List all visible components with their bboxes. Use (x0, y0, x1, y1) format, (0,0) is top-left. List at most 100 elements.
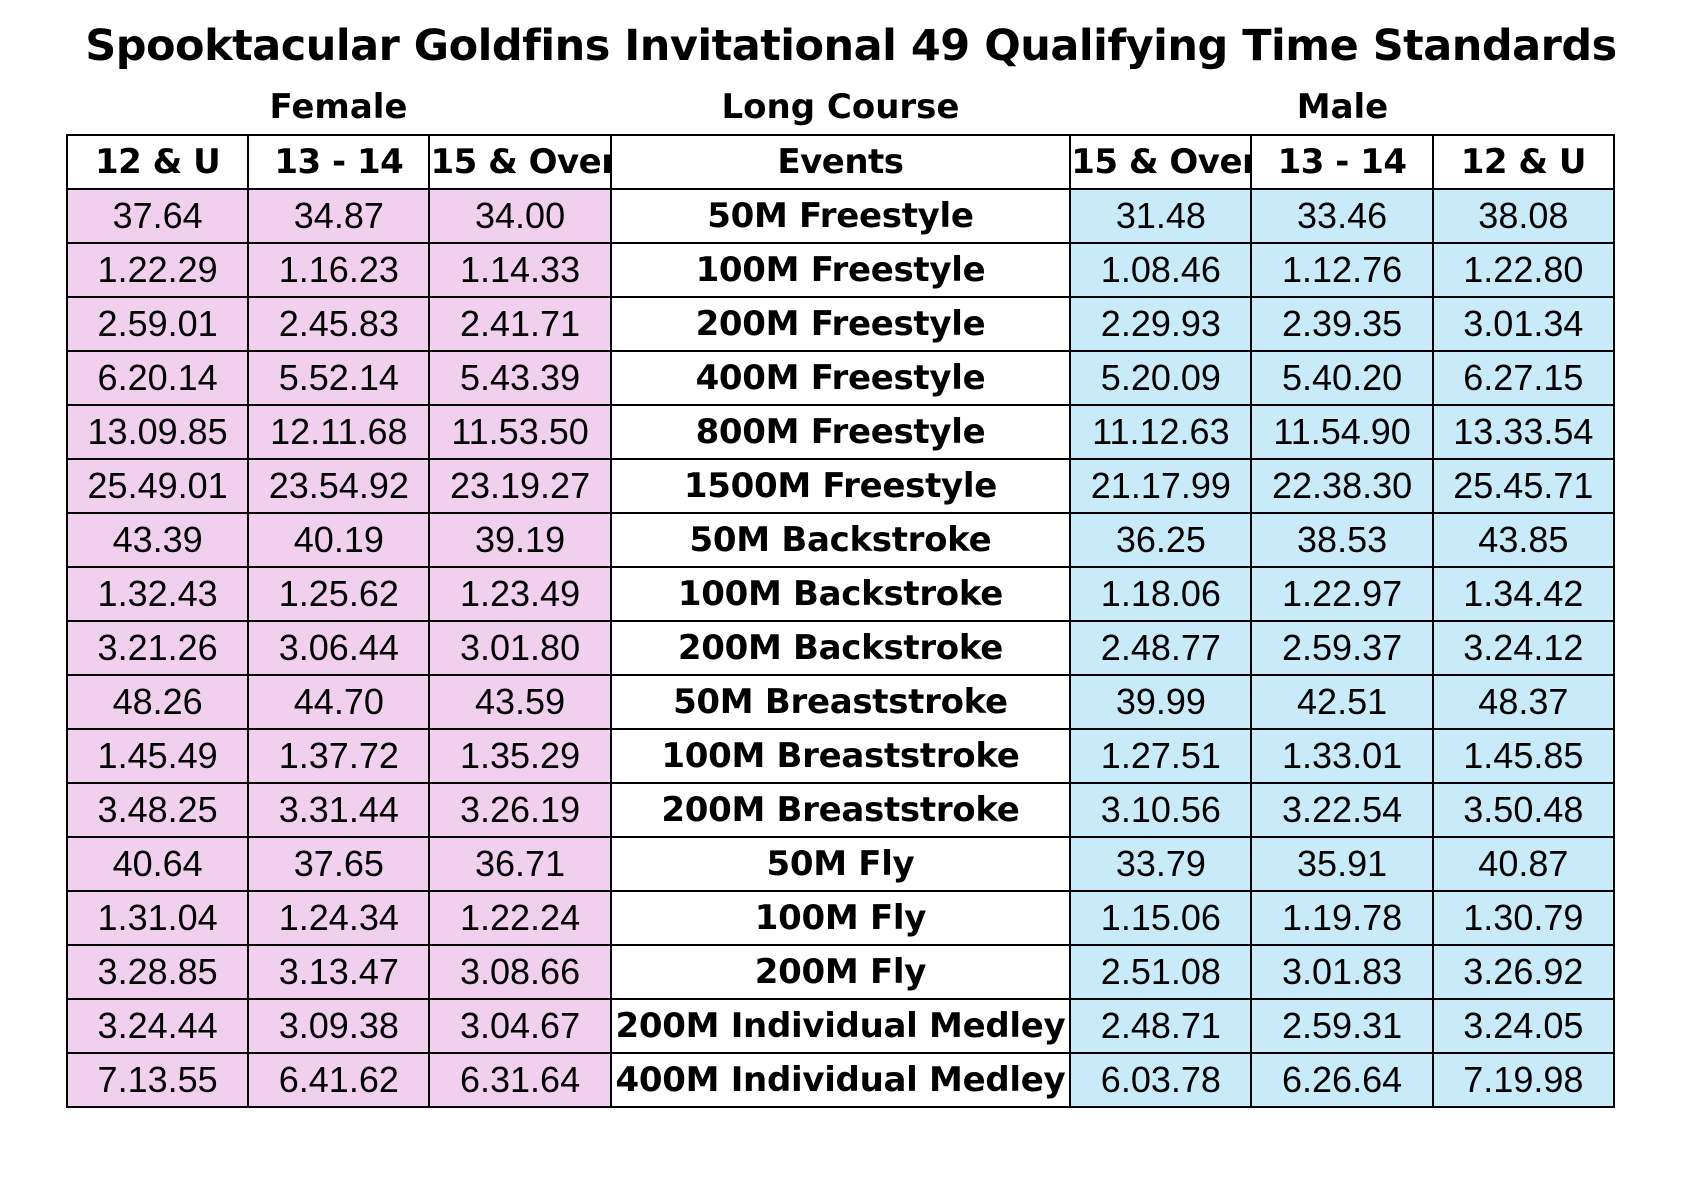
header-male-12-under: 12 & U (1431, 134, 1616, 190)
event-name: 100M Fly (609, 890, 1072, 946)
female-12-under-time: 3.28.85 (65, 944, 250, 1000)
male-12-under-time: 48.37 (1431, 674, 1616, 730)
table-row: 3.24.44 3.09.38 3.04.67 200M Individual Med… (65, 998, 1616, 1054)
male-12-under-time: 1.30.79 (1431, 890, 1616, 946)
header-female-13-14: 13 - 14 (247, 134, 431, 190)
female-12-under-time: 6.20.14 (65, 350, 250, 406)
event-name: 200M Freestyle (609, 296, 1072, 352)
male-13-14-time: 5.40.20 (1250, 350, 1434, 406)
header-male-15-over: 15 & Over (1069, 134, 1253, 190)
male-13-14-time: 1.22.97 (1250, 566, 1434, 622)
female-12-under-time: 3.48.25 (65, 782, 250, 838)
female-group-label: Female (269, 87, 408, 127)
female-15-over-time: 1.23.49 (428, 566, 612, 622)
male-15-over-time: 1.18.06 (1069, 566, 1253, 622)
male-13-14-time: 1.19.78 (1250, 890, 1434, 946)
header-male-13-14: 13 - 14 (1250, 134, 1434, 190)
male-12-under-time: 40.87 (1431, 836, 1616, 892)
female-15-over-time: 3.26.19 (428, 782, 612, 838)
male-13-14-time: 38.53 (1250, 512, 1434, 568)
female-12-under-time: 1.31.04 (65, 890, 250, 946)
male-12-under-time: 1.22.80 (1431, 242, 1616, 298)
male-13-14-time: 33.46 (1250, 188, 1434, 244)
event-name: 50M Freestyle (609, 188, 1072, 244)
event-name: 50M Fly (609, 836, 1072, 892)
female-15-over-time: 1.35.29 (428, 728, 612, 784)
header-female-12-under: 12 & U (65, 134, 250, 190)
male-12-under-time: 3.50.48 (1431, 782, 1616, 838)
female-15-over-time: 3.04.67 (428, 998, 612, 1054)
group-labels: Female Long Course Male (66, 82, 1615, 132)
male-12-under-time: 38.08 (1431, 188, 1616, 244)
event-name: 800M Freestyle (609, 404, 1072, 460)
male-13-14-time: 35.91 (1250, 836, 1434, 892)
male-13-14-time: 1.33.01 (1250, 728, 1434, 784)
male-13-14-time: 1.12.76 (1250, 242, 1434, 298)
male-12-under-time: 25.45.71 (1431, 458, 1616, 514)
table-row: 6.20.14 5.52.14 5.43.39 400M Freestyle 5.20.… (65, 350, 1616, 406)
male-12-under-time: 7.19.98 (1431, 1052, 1616, 1108)
female-12-under-time: 1.32.43 (65, 566, 250, 622)
table-row: 40.64 37.65 36.71 50M Fly 33.79 35.91 40.87 (65, 836, 1616, 892)
male-15-over-time: 31.48 (1069, 188, 1253, 244)
male-15-over-time: 36.25 (1069, 512, 1253, 568)
table-row: 3.48.25 3.31.44 3.26.19 200M Breaststroke 3.… (65, 782, 1616, 838)
female-13-14-time: 1.24.34 (247, 890, 431, 946)
female-12-under-time: 3.21.26 (65, 620, 250, 676)
male-group-label: Male (1296, 87, 1389, 127)
male-13-14-time: 2.59.31 (1250, 998, 1434, 1054)
table-row: 3.28.85 3.13.47 3.08.66 200M Fly 2.51.08 3.01… (65, 944, 1616, 1000)
male-15-over-time: 2.51.08 (1069, 944, 1253, 1000)
event-name: 1500M Freestyle (609, 458, 1072, 514)
male-15-over-time: 21.17.99 (1069, 458, 1253, 514)
male-12-under-time: 3.01.34 (1431, 296, 1616, 352)
page-title: Spooktacular Goldfins Invitational 49 Qu… (85, 21, 1617, 71)
male-15-over-time: 1.08.46 (1069, 242, 1253, 298)
male-13-14-time: 2.39.35 (1250, 296, 1434, 352)
male-15-over-time: 2.48.71 (1069, 998, 1253, 1054)
female-15-over-time: 3.08.66 (428, 944, 612, 1000)
male-15-over-time: 6.03.78 (1069, 1052, 1253, 1108)
male-12-under-time: 3.24.05 (1431, 998, 1616, 1054)
header-female-15-over: 15 & Over (428, 134, 612, 190)
male-12-under-time: 1.45.85 (1431, 728, 1616, 784)
event-name: 100M Breaststroke (609, 728, 1072, 784)
female-12-under-time: 3.24.44 (65, 998, 250, 1054)
male-15-over-time: 1.15.06 (1069, 890, 1253, 946)
female-13-14-time: 5.52.14 (247, 350, 431, 406)
female-12-under-time: 43.39 (65, 512, 250, 568)
female-15-over-time: 34.00 (428, 188, 612, 244)
female-15-over-time: 36.71 (428, 836, 612, 892)
header-events: Events (609, 134, 1072, 190)
event-name: 400M Individual Medley (609, 1052, 1072, 1108)
table-row: 1.32.43 1.25.62 1.23.49 100M Backstroke 1.18… (65, 566, 1616, 622)
event-name: 200M Fly (609, 944, 1072, 1000)
female-15-over-time: 11.53.50 (428, 404, 612, 460)
female-13-14-time: 37.65 (247, 836, 431, 892)
female-15-over-time: 5.43.39 (428, 350, 612, 406)
female-13-14-time: 1.25.62 (247, 566, 431, 622)
female-13-14-time: 1.16.23 (247, 242, 431, 298)
table-row: 1.22.29 1.16.23 1.14.33 100M Freestyle 1.08.… (65, 242, 1616, 298)
male-13-14-time: 42.51 (1250, 674, 1434, 730)
female-13-14-time: 40.19 (247, 512, 431, 568)
table-row: 25.49.01 23.54.92 23.19.27 1500M Freestyle 2… (65, 458, 1616, 514)
male-15-over-time: 11.12.63 (1069, 404, 1253, 460)
female-12-under-time: 7.13.55 (65, 1052, 250, 1108)
female-12-under-time: 13.09.85 (65, 404, 250, 460)
male-12-under-time: 3.24.12 (1431, 620, 1616, 676)
female-12-under-time: 48.26 (65, 674, 250, 730)
event-name: 100M Freestyle (609, 242, 1072, 298)
table-row: 3.21.26 3.06.44 3.01.80 200M Backstroke 2.48… (65, 620, 1616, 676)
female-13-14-time: 3.31.44 (247, 782, 431, 838)
female-12-under-time: 37.64 (65, 188, 250, 244)
event-name: 100M Backstroke (609, 566, 1072, 622)
male-15-over-time: 2.48.77 (1069, 620, 1253, 676)
female-15-over-time: 23.19.27 (428, 458, 612, 514)
table-row: 2.59.01 2.45.83 2.41.71 200M Freestyle 2.29.… (65, 296, 1616, 352)
male-13-14-time: 22.38.30 (1250, 458, 1434, 514)
male-13-14-time: 6.26.64 (1250, 1052, 1434, 1108)
male-13-14-time: 3.01.83 (1250, 944, 1434, 1000)
female-12-under-time: 1.45.49 (65, 728, 250, 784)
event-name: 200M Backstroke (609, 620, 1072, 676)
